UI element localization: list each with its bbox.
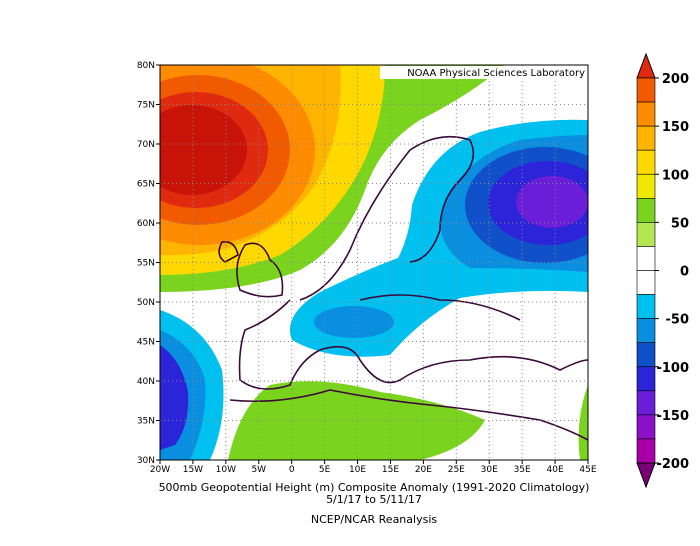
colorbar-segment (636, 77, 656, 103)
lat-label: 45N (137, 338, 155, 348)
colorbar-segment (636, 342, 656, 368)
footer-line3: NCEP/NCAR Reanalysis (311, 513, 437, 526)
lon-label: 5W (251, 465, 266, 475)
lat-label: 75N (137, 101, 155, 111)
coastlines (218, 135, 588, 441)
lat-label: 65N (137, 180, 155, 190)
colorbar-segment (636, 101, 656, 127)
lon-label: 30E (481, 465, 498, 475)
lon-label: 0 (289, 465, 295, 475)
lat-label: 55N (137, 259, 155, 269)
colorbar-segment (636, 270, 656, 295)
lon-label: 10W (216, 465, 236, 475)
colorbar-label: -100 (656, 361, 689, 376)
colorbar-segment (636, 246, 656, 271)
anomaly-field: NOAA Physical Sciences Laboratory (160, 65, 588, 460)
lon-label: 45E (579, 465, 596, 475)
lat-label: 80N (137, 61, 155, 71)
graticule (160, 65, 588, 460)
lat-label: 50N (137, 298, 155, 308)
colorbar-label: 0 (680, 265, 689, 280)
lon-label: 15E (382, 465, 399, 475)
colorbar-segment (636, 173, 656, 199)
colorbar-segment (636, 390, 656, 416)
colorbar-arrow (636, 462, 656, 489)
colorbar-segment (636, 125, 656, 151)
colorbar-segment (636, 198, 656, 223)
lat-label: 30N (137, 456, 155, 466)
lon-label: 10E (349, 465, 366, 475)
lon-label: 5E (319, 465, 331, 475)
colorbar-segment (636, 294, 656, 319)
lat-label: 40N (137, 377, 155, 387)
colorbar-segment (636, 366, 656, 392)
lon-label: 25E (448, 465, 465, 475)
lon-label: 15W (183, 465, 203, 475)
colorbar-label: -150 (656, 409, 689, 424)
footer-line2: 5/1/17 to 5/11/17 (326, 493, 422, 506)
colorbar-arrow (636, 52, 656, 79)
lon-label: 35E (514, 465, 531, 475)
credit-box (380, 66, 587, 79)
colorbar-label: 100 (662, 168, 689, 183)
colorbar-label: 50 (671, 216, 689, 231)
colorbar-label: -200 (656, 457, 689, 472)
lat-label: 60N (137, 219, 155, 229)
lon-label: 20W (150, 465, 170, 475)
colorbar-segment (636, 149, 656, 175)
lat-label: 35N (137, 417, 155, 427)
colorbar-label: -50 (666, 313, 690, 328)
lon-label: 20E (415, 465, 432, 475)
colorbar: 200 150 100 50 0 -50 -100 -150 -200 (636, 52, 690, 489)
lon-label: 40E (547, 465, 564, 475)
colorbar-label: 200 (662, 72, 689, 87)
colorbar-segment (636, 222, 656, 247)
colorbar-label: 150 (662, 120, 689, 135)
colorbar-segment (636, 318, 656, 343)
lat-label: 70N (137, 140, 155, 150)
footer-line1: 500mb Geopotential Height (m) Composite … (159, 481, 590, 494)
colorbar-segment (636, 414, 656, 440)
colorbar-segment (636, 438, 656, 464)
credit: NOAA Physical Sciences Laboratory (407, 68, 585, 79)
